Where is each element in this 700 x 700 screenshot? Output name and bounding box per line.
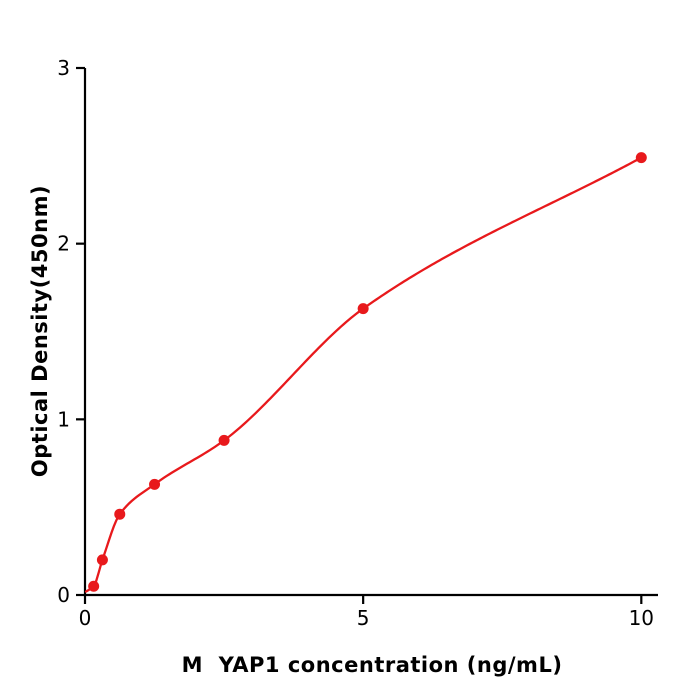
y-tick-label: 3: [57, 56, 70, 80]
data-point: [88, 580, 100, 592]
y-axis-title: Optical Density(450nm): [28, 184, 52, 478]
data-point: [96, 554, 108, 566]
y-tick-label: 0: [57, 583, 70, 607]
data-point: [149, 478, 161, 490]
data-point: [218, 434, 230, 446]
x-tick-label: 10: [629, 606, 654, 630]
y-tick-label: 2: [57, 232, 70, 256]
data-point: [635, 152, 647, 164]
x-axis-title: M YAP1 concentration (ng/mL): [181, 653, 563, 677]
x-tick-label: 0: [79, 606, 92, 630]
y-tick-label: 1: [57, 407, 70, 431]
data-point: [357, 303, 369, 315]
x-tick-label: 5: [357, 606, 370, 630]
data-point: [114, 508, 126, 520]
fit-curve: [84, 156, 643, 593]
